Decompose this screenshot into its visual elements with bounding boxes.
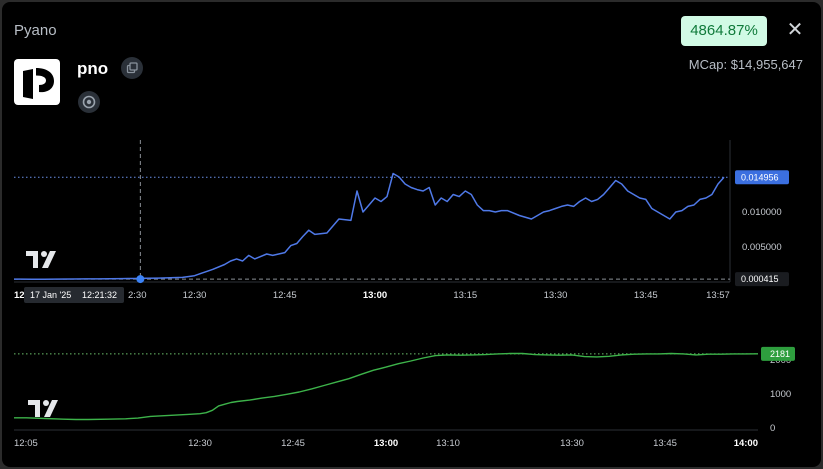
- price-crosshair-dot: [136, 275, 145, 284]
- holders-x-tick-label: 14:00: [734, 438, 758, 449]
- holders-last-value-label: 2181: [770, 349, 790, 359]
- tradingview-logo-icon: [26, 251, 56, 268]
- price-x-tick-label: 12:30: [183, 290, 207, 301]
- token-symbol: pno: [77, 59, 109, 78]
- price-y-tick-label: 0.005000: [742, 242, 782, 253]
- holders-chart[interactable]: 010002000 12:0512:3012:4513:0013:1013:30…: [14, 346, 795, 449]
- crosshair-time-suffix: 2:30: [128, 290, 147, 301]
- price-x-tick-label: 13:15: [453, 290, 477, 301]
- crosshair-time-tag: 17 Jan '25 12:21:32: [24, 287, 124, 303]
- holders-last-value-tag: 2181: [761, 346, 795, 361]
- holders-x-tick-label: 13:30: [560, 438, 584, 449]
- copy-icon[interactable]: [121, 57, 143, 79]
- price-y-ticks: 0.005000 0.010000: [742, 207, 782, 253]
- holders-x-tick-label: 13:10: [436, 438, 460, 449]
- holders-x-tick-label: 13:00: [374, 438, 398, 449]
- pyano-logo-icon: [14, 59, 60, 105]
- price-start-value-tag: 0.000415: [735, 272, 789, 287]
- holders-y-ticks: 010002000: [770, 355, 791, 434]
- website-icon[interactable]: [78, 91, 100, 113]
- price-x-tick-label: 12:45: [273, 290, 297, 301]
- holders-x-tick-label: 13:45: [653, 438, 677, 449]
- holders-y-tick-label: 0: [770, 423, 775, 434]
- holders-x-tick-label: 12:05: [14, 438, 38, 449]
- price-x-tick-label: 13:30: [544, 290, 568, 301]
- price-last-value-tag: 0.014956: [735, 170, 789, 185]
- price-start-value-label: 0.000415: [741, 274, 779, 284]
- price-y-tick-label: 0.010000: [742, 207, 782, 218]
- holders-series-line: [14, 352, 759, 421]
- crosshair-date-label: 17 Jan '25: [30, 290, 71, 300]
- holders-x-ticks: 12:05 12:30 12:45 13:00 13:10 13:30 13:45 14:00: [14, 438, 758, 449]
- holders-x-tick-label: 12:45: [281, 438, 305, 449]
- tradingview-logo-icon: [28, 400, 58, 417]
- price-x-tick-cut: 12: [14, 290, 25, 301]
- price-x-tick-label: 13:00: [363, 290, 387, 301]
- price-chart[interactable]: 0.005000 0.010000 12:30 12:45 13:00 13:15 13:…: [14, 140, 789, 303]
- market-cap: MCap: $14,955,647: [688, 57, 803, 72]
- app-title: Pyano: [14, 22, 57, 39]
- price-series-line: [14, 172, 725, 280]
- holders-x-tick-label: 12:30: [188, 438, 212, 449]
- price-x-tick-label: 13:57: [706, 290, 730, 301]
- close-button[interactable]: ✕: [786, 19, 804, 41]
- price-x-tick-label: 13:45: [634, 290, 658, 301]
- percent-change-badge: 4864.87%: [681, 16, 767, 46]
- price-x-ticks: 12:30 12:45 13:00 13:15 13:30 13:45 13:57: [183, 290, 730, 301]
- crosshair-time-label: 12:21:32: [82, 290, 117, 300]
- holders-y-tick-label: 1000: [770, 389, 791, 400]
- price-last-value-label: 0.014956: [741, 172, 779, 182]
